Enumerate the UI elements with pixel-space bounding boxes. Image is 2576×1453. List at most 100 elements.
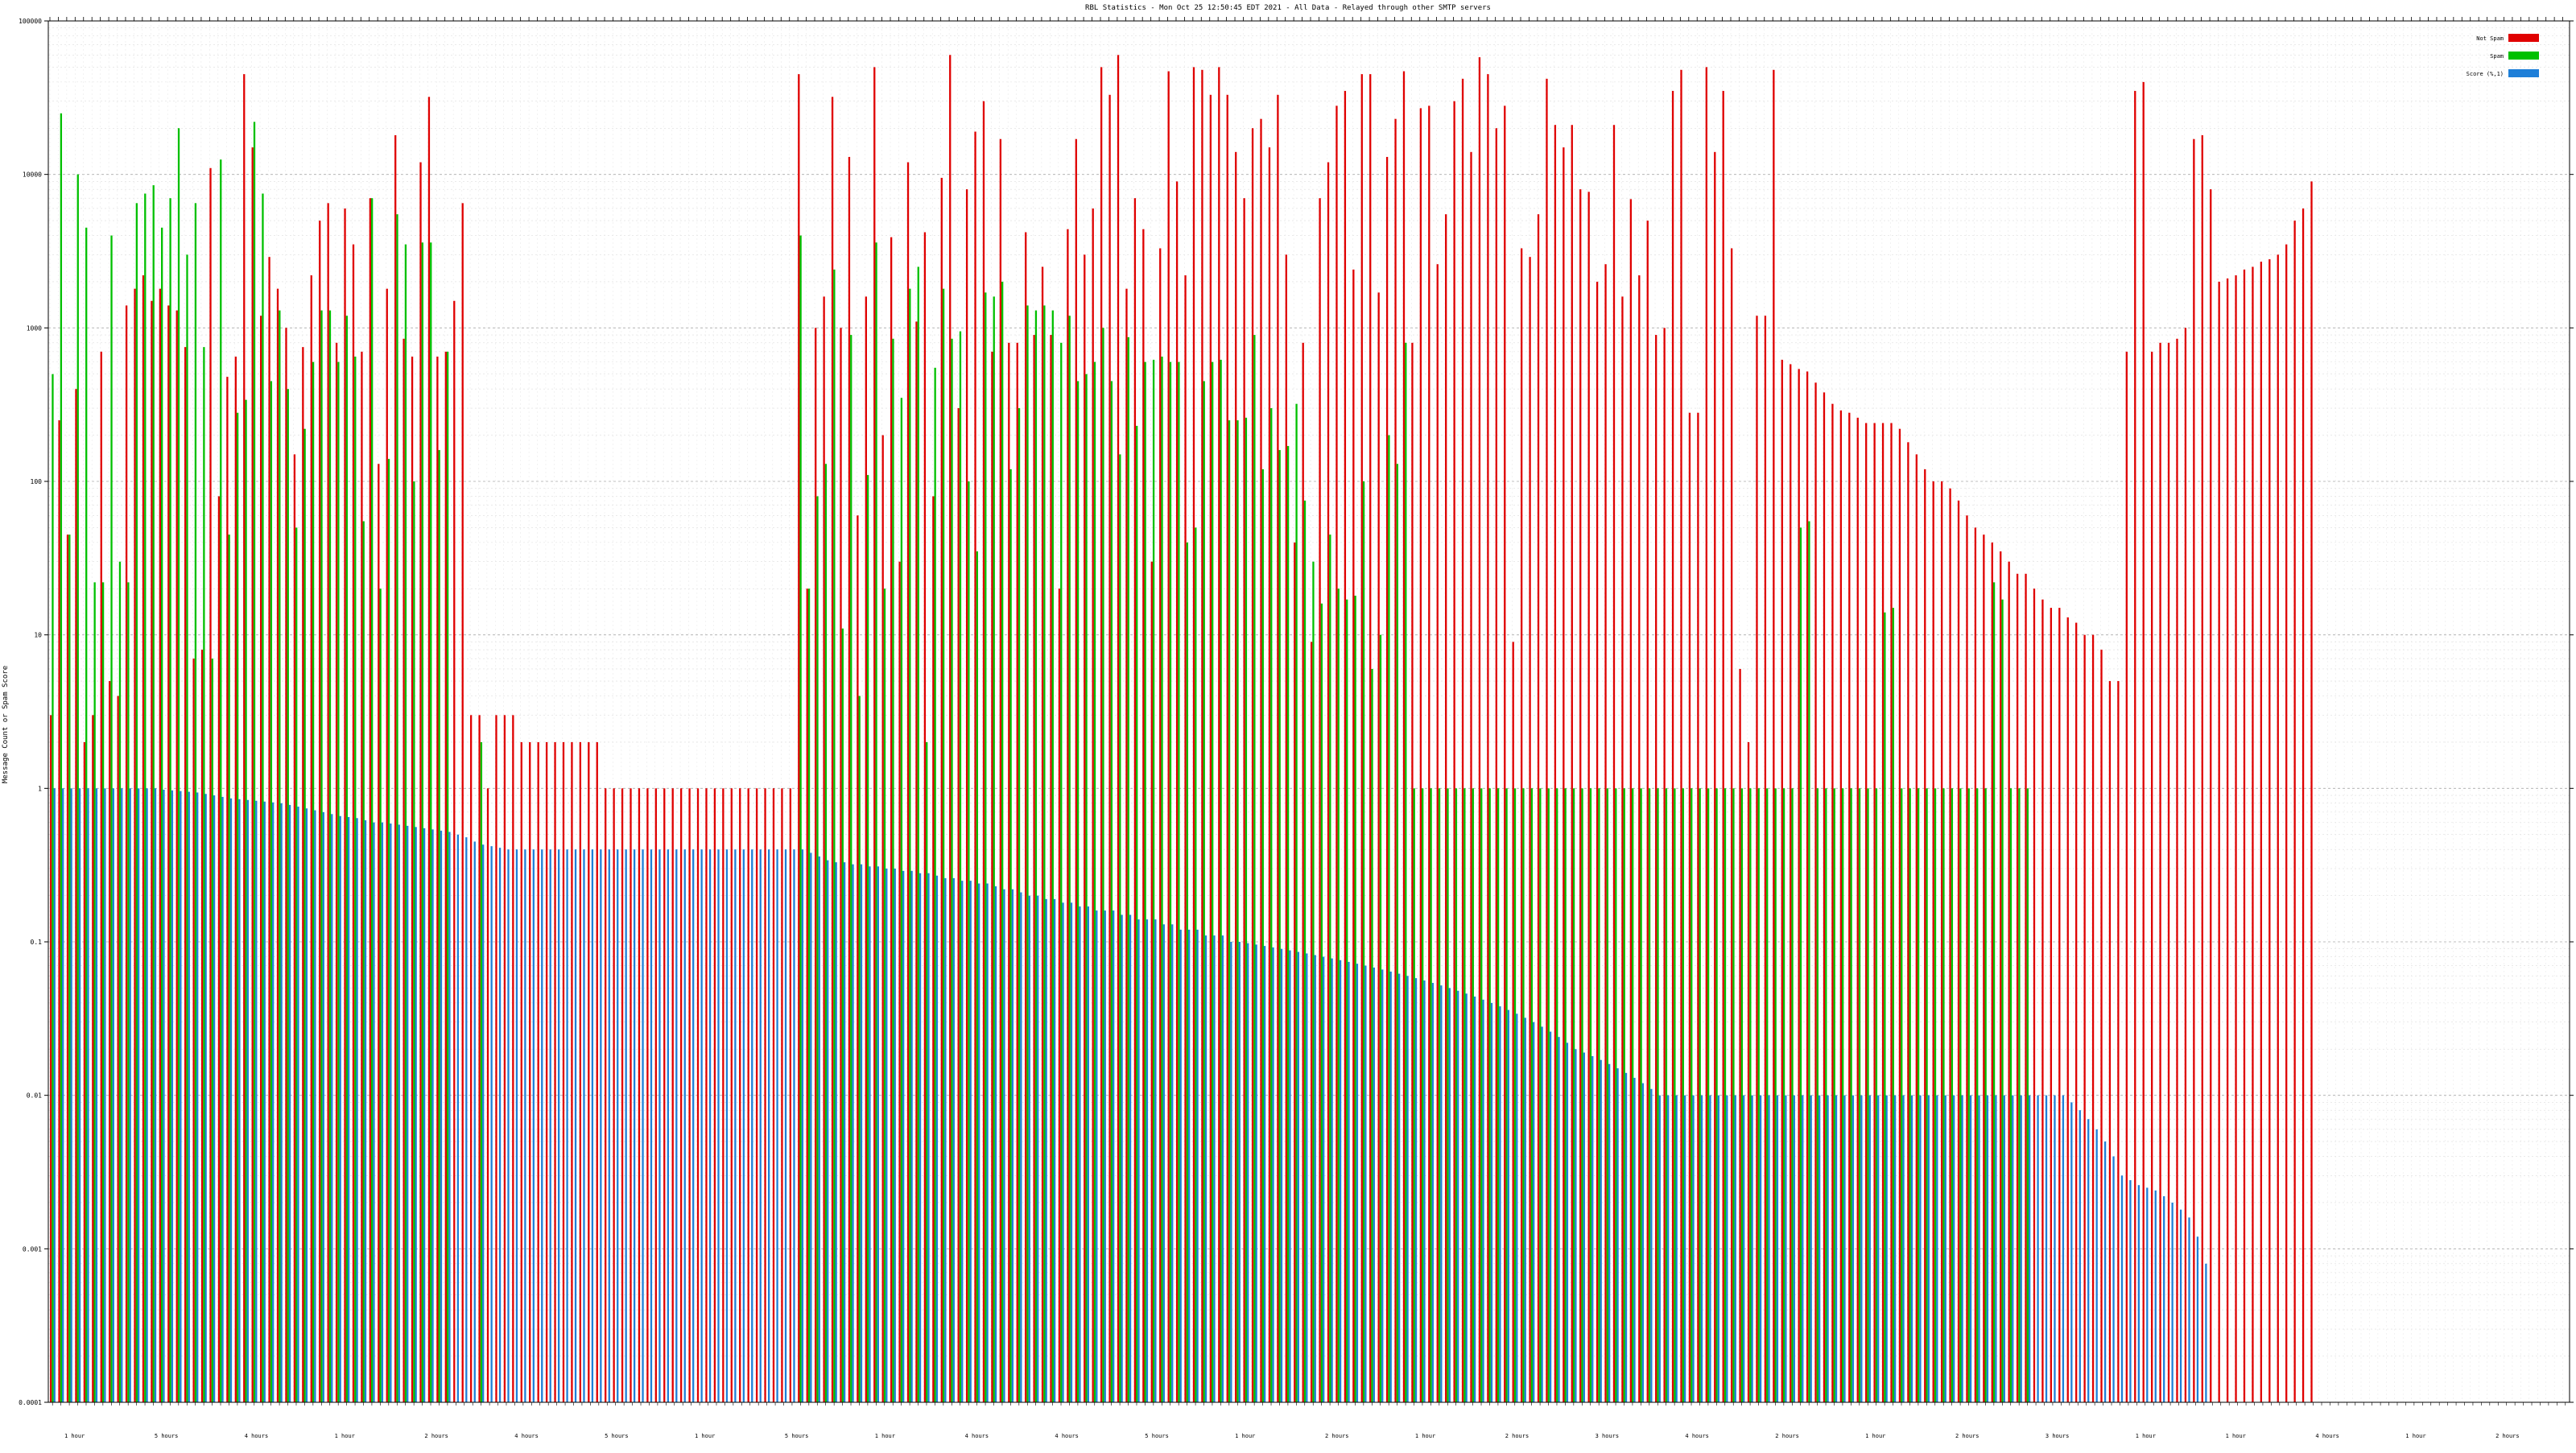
- y-tick-label: 1: [38, 785, 42, 792]
- bar-score-1-: [1070, 902, 1073, 1402]
- bar-not-spam: [1563, 147, 1565, 1403]
- bar-score-1-: [1852, 1095, 1855, 1402]
- bar-spam: [1749, 788, 1752, 1402]
- bar-not-spam: [444, 351, 447, 1402]
- bar-spam: [1152, 359, 1155, 1402]
- bar-score-1-: [1389, 971, 1392, 1402]
- bar-not-spam: [1571, 125, 1573, 1403]
- bar-not-spam: [2226, 278, 2229, 1402]
- bar-score-1-: [1104, 910, 1106, 1402]
- bar-not-spam: [1260, 118, 1262, 1403]
- bar-score-1-: [667, 849, 670, 1402]
- bar-score-1-: [87, 788, 89, 1402]
- bar-not-spam: [949, 55, 952, 1402]
- x-group-label: 5 hours: [605, 1433, 629, 1439]
- y-tick-label: 0.01: [27, 1092, 42, 1100]
- bar-score-1-: [137, 788, 140, 1402]
- bar-spam: [1942, 788, 1945, 1402]
- bar-score-1-: [1499, 1006, 1501, 1402]
- bar-score-1-: [163, 790, 165, 1402]
- bar-spam: [1169, 361, 1172, 1402]
- bar-score-1-: [431, 829, 434, 1402]
- bar-not-spam: [1881, 423, 1885, 1402]
- x-group-label: 4 hours: [245, 1433, 269, 1439]
- bar-not-spam: [1411, 342, 1414, 1402]
- bar-spam: [1396, 464, 1398, 1402]
- bar-not-spam: [940, 177, 943, 1402]
- bar-spam: [875, 242, 877, 1402]
- bar-not-spam: [781, 788, 783, 1402]
- bar-spam: [1707, 788, 1710, 1402]
- bar-not-spam: [1125, 288, 1128, 1402]
- bar-spam: [1992, 582, 1996, 1402]
- bar-not-spam: [1587, 192, 1590, 1402]
- bar-not-spam: [1646, 221, 1649, 1402]
- bar-spam: [1917, 788, 1920, 1402]
- bar-score-1-: [549, 849, 551, 1402]
- bar-spam: [1715, 788, 1718, 1402]
- bar-score-1-: [2087, 1119, 2090, 1402]
- bar-spam: [1060, 342, 1063, 1402]
- bar-score-1-: [1272, 947, 1274, 1402]
- bar-not-spam: [1294, 542, 1296, 1402]
- bar-spam: [1825, 788, 1827, 1402]
- bar-score-1-: [524, 849, 526, 1402]
- bar-not-spam: [335, 342, 338, 1402]
- bar-spam: [245, 399, 247, 1402]
- bar-not-spam: [1226, 94, 1228, 1402]
- bar-not-spam: [1327, 162, 1330, 1402]
- bar-score-1-: [347, 817, 350, 1402]
- bar-not-spam: [2117, 681, 2120, 1402]
- bar-spam: [1236, 420, 1239, 1402]
- bar-spam: [1379, 634, 1382, 1402]
- bar-score-1-: [2188, 1217, 2190, 1402]
- bar-spam: [1657, 788, 1659, 1402]
- bar-not-spam: [1898, 428, 1901, 1403]
- bar-not-spam: [50, 715, 52, 1402]
- bar-score-1-: [2095, 1129, 2098, 1402]
- bar-not-spam: [234, 357, 237, 1402]
- bar-spam: [85, 227, 88, 1402]
- bar-score-1-: [2154, 1190, 2157, 1402]
- bar-score-1-: [112, 788, 114, 1402]
- bar-spam: [968, 481, 970, 1402]
- bar-spam: [850, 335, 852, 1402]
- bar-spam: [1976, 788, 1979, 1402]
- bar-score-1-: [2171, 1202, 2174, 1402]
- bar-spam: [1967, 788, 1970, 1402]
- bar-not-spam: [1385, 156, 1389, 1403]
- bar-score-1-: [498, 848, 502, 1402]
- bar-spam: [1253, 335, 1256, 1402]
- bar-not-spam: [1890, 423, 1893, 1402]
- bar-spam: [1270, 408, 1273, 1402]
- bar-not-spam: [1050, 335, 1052, 1402]
- bar-spam: [430, 242, 432, 1402]
- bar-score-1-: [910, 870, 913, 1402]
- bar-not-spam: [1529, 257, 1531, 1402]
- bar-score-1-: [490, 846, 493, 1402]
- bar-score-1-: [1187, 929, 1191, 1402]
- bar-score-1-: [1397, 973, 1401, 1402]
- bar-spam: [1068, 316, 1071, 1402]
- bar-spam: [1438, 788, 1441, 1402]
- x-group-label: 4 hours: [2315, 1433, 2339, 1439]
- bar-not-spam: [974, 131, 976, 1402]
- bar-spam: [926, 741, 928, 1402]
- bar-spam: [295, 527, 298, 1402]
- bar-spam: [413, 481, 415, 1402]
- bar-spam: [161, 227, 163, 1402]
- bar-not-spam: [722, 788, 724, 1402]
- legend-swatch: [2508, 52, 2539, 60]
- bar-not-spam: [1671, 90, 1674, 1402]
- x-group-label: 4 hours: [514, 1433, 539, 1439]
- bar-spam: [279, 310, 281, 1402]
- bar-not-spam: [209, 167, 212, 1402]
- chart-title: RBL Statistics - Mon Oct 25 12:50:45 EDT…: [1085, 4, 1491, 12]
- bar-score-1-: [356, 818, 358, 1402]
- bar-score-1-: [725, 849, 729, 1402]
- bar-spam: [194, 203, 197, 1403]
- bar-not-spam: [58, 420, 60, 1402]
- bar-not-spam: [923, 232, 927, 1402]
- bar-not-spam: [453, 300, 456, 1402]
